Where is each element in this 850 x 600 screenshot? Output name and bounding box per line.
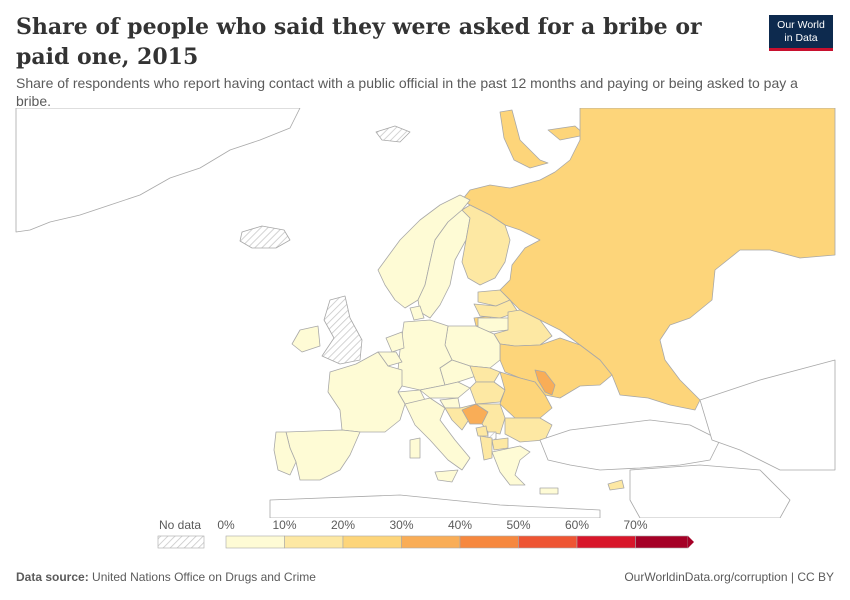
sardinia[interactable]	[409, 437, 421, 459]
logo-line-2: in Data	[784, 32, 818, 44]
middle-east[interactable]	[629, 464, 791, 518]
legend-tick-label: 40%	[448, 518, 472, 532]
moldova[interactable]	[534, 369, 556, 396]
italy[interactable]	[404, 397, 471, 471]
romania[interactable]	[499, 371, 553, 419]
svalbard-region[interactable]	[375, 125, 411, 143]
legend-bin-2[interactable]	[342, 535, 402, 549]
russia[interactable]	[461, 108, 836, 411]
albania[interactable]	[479, 435, 493, 461]
legend-color-bins: 0% 10% 20% 30% 40% 50% 60% 70%	[217, 518, 694, 549]
legend-no-data-swatch	[157, 535, 205, 549]
legend-bin-3[interactable]	[401, 535, 461, 549]
legend-bin-7[interactable]	[635, 535, 689, 549]
central-asia[interactable]	[699, 359, 836, 471]
netherlands[interactable]	[385, 331, 405, 353]
legend-tick-label: 10%	[272, 518, 296, 532]
legend-tick-label: 70%	[623, 518, 647, 532]
montenegro[interactable]	[475, 425, 489, 437]
cyprus[interactable]	[607, 479, 625, 491]
finland[interactable]	[461, 204, 511, 286]
novaya-zemlya[interactable]	[499, 109, 549, 169]
legend-bin-1[interactable]	[284, 535, 344, 549]
legend-arrow	[688, 536, 694, 548]
greenland-region[interactable]	[15, 108, 301, 233]
greece[interactable]	[491, 445, 531, 486]
legend-tick-label: 30%	[389, 518, 413, 532]
hungary[interactable]	[469, 381, 506, 405]
legend-tick-label: 20%	[331, 518, 355, 532]
chart-subtitle: Share of respondents who report having c…	[16, 75, 798, 109]
north-africa[interactable]	[269, 494, 601, 518]
turkey[interactable]	[539, 419, 721, 471]
north-macedonia[interactable]	[491, 437, 509, 451]
legend-no-data-label: No data	[159, 518, 201, 532]
legend-bin-5[interactable]	[518, 535, 578, 549]
logo-line-1: Our World	[777, 19, 825, 31]
denmark[interactable]	[409, 305, 425, 321]
legend-tick-label: 60%	[565, 518, 589, 532]
sicily[interactable]	[434, 469, 459, 483]
source-label: Data source:	[16, 570, 89, 584]
united-kingdom[interactable]	[321, 295, 363, 365]
footer: Data source: United Nations Office on Dr…	[16, 570, 834, 584]
legend-bin-0[interactable]	[225, 535, 285, 549]
map-legend: No data 0% 10% 20% 30% 40% 50% 60% 70%	[157, 518, 694, 549]
iceland[interactable]	[239, 225, 291, 249]
arctic-island[interactable]	[547, 125, 586, 141]
ireland[interactable]	[291, 325, 321, 353]
europe-map	[15, 108, 836, 518]
sweden[interactable]	[417, 209, 471, 319]
source-text[interactable]: United Nations Office on Drugs and Crime	[92, 570, 316, 584]
owid-logo[interactable]: Our World in Data	[769, 15, 833, 51]
slovakia[interactable]	[469, 365, 501, 383]
legend-tick-label: 0%	[217, 518, 235, 532]
legend-bin-6[interactable]	[576, 535, 636, 549]
portugal[interactable]	[273, 431, 297, 476]
legend-bin-4[interactable]	[459, 535, 519, 549]
legend-tick-label: 50%	[506, 518, 530, 532]
spain[interactable]	[285, 429, 361, 481]
ukraine[interactable]	[499, 337, 613, 399]
chart-title: Share of people who said they were asked…	[16, 14, 702, 70]
footer-link[interactable]: OurWorldinData.org/corruption | CC BY	[624, 570, 834, 584]
crete[interactable]	[539, 487, 559, 495]
